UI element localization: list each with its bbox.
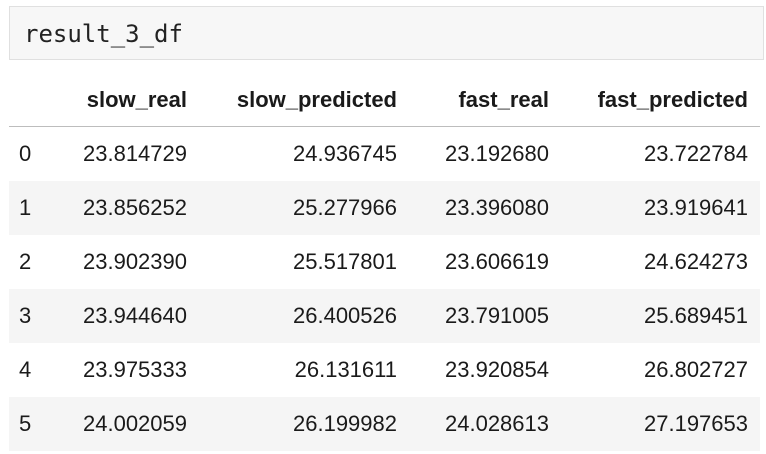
cell-fast-predicted: 26.802727 xyxy=(644,357,748,382)
table-row: 1 23.856252 25.277966 23.396080 23.91964… xyxy=(9,181,760,235)
column-header-slow-real: slow_real xyxy=(49,73,199,127)
row-index: 4 xyxy=(19,357,32,382)
cell-slow-real: 23.975333 xyxy=(83,357,187,382)
cell-slow-real: 24.002059 xyxy=(83,411,187,436)
cell-fast-real: 23.192680 xyxy=(445,141,549,166)
cell-fast-predicted: 24.624273 xyxy=(644,249,748,274)
column-header-fast-predicted: fast_predicted xyxy=(561,73,760,127)
code-source: result_3_df xyxy=(24,20,183,48)
row-index: 2 xyxy=(19,249,32,274)
cell-slow-real: 23.814729 xyxy=(83,141,187,166)
cell-slow-real: 23.944640 xyxy=(83,303,187,328)
table-header-row: slow_real slow_predicted fast_real fast_… xyxy=(9,73,760,127)
cell-fast-real: 23.606619 xyxy=(445,249,549,274)
row-index: 3 xyxy=(19,303,32,328)
cell-slow-predicted: 26.400526 xyxy=(293,303,397,328)
code-cell-input[interactable]: result_3_df xyxy=(9,6,764,60)
cell-slow-real: 23.902390 xyxy=(83,249,187,274)
row-index: 1 xyxy=(19,195,32,220)
cell-slow-predicted: 25.277966 xyxy=(293,195,397,220)
dataframe-table: slow_real slow_predicted fast_real fast_… xyxy=(9,73,760,451)
row-index: 0 xyxy=(19,141,32,166)
cell-slow-predicted: 24.936745 xyxy=(293,141,397,166)
row-index: 5 xyxy=(19,411,32,436)
cell-fast-predicted: 27.197653 xyxy=(644,411,748,436)
cell-slow-real: 23.856252 xyxy=(83,195,187,220)
cell-fast-real: 23.920854 xyxy=(445,357,549,382)
column-header-fast-real: fast_real xyxy=(409,73,561,127)
dataframe-output: slow_real slow_predicted fast_real fast_… xyxy=(9,73,764,451)
cell-fast-predicted: 25.689451 xyxy=(644,303,748,328)
cell-fast-predicted: 23.722784 xyxy=(644,141,748,166)
cell-slow-predicted: 26.131611 xyxy=(294,357,397,382)
column-header-index xyxy=(9,73,49,127)
cell-fast-real: 23.791005 xyxy=(445,303,549,328)
table-row: 5 24.002059 26.199982 24.028613 27.19765… xyxy=(9,397,760,451)
cell-fast-predicted: 23.919641 xyxy=(644,195,748,220)
table-row: 4 23.975333 26.131611 23.920854 26.80272… xyxy=(9,343,760,397)
table-row: 3 23.944640 26.400526 23.791005 25.68945… xyxy=(9,289,760,343)
cell-fast-real: 23.396080 xyxy=(445,195,549,220)
cell-slow-predicted: 26.199982 xyxy=(293,411,397,436)
table-row: 0 23.814729 24.936745 23.192680 23.72278… xyxy=(9,127,760,182)
cell-fast-real: 24.028613 xyxy=(445,411,549,436)
column-header-slow-predicted: slow_predicted xyxy=(199,73,409,127)
table-row: 2 23.902390 25.517801 23.606619 24.62427… xyxy=(9,235,760,289)
cell-slow-predicted: 25.517801 xyxy=(293,249,397,274)
